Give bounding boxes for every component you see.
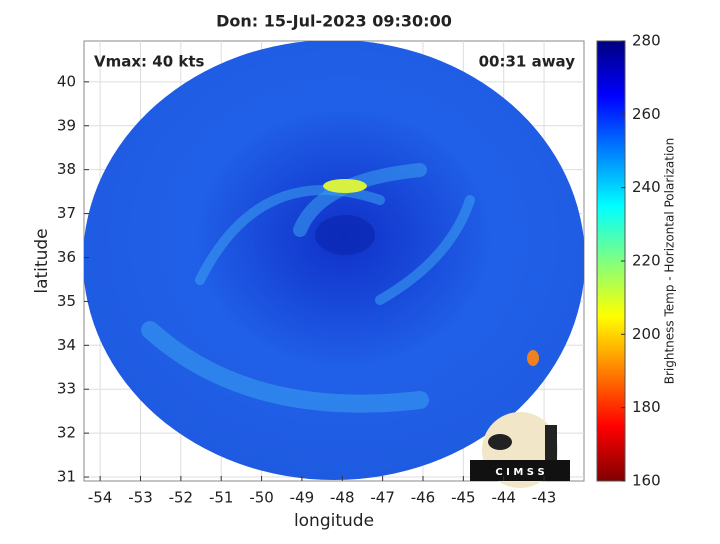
colorbar-tick-label: 160 bbox=[632, 472, 661, 490]
colorbar-label: Brightness Temp - Horizontal Polarizatio… bbox=[663, 138, 677, 385]
x-tick-label: -46 bbox=[411, 489, 436, 507]
y-tick-label: 39 bbox=[57, 116, 76, 134]
x-tick-label: -52 bbox=[169, 489, 194, 507]
y-tick-label: 32 bbox=[57, 424, 76, 442]
annotation: 00:31 away bbox=[479, 53, 576, 71]
x-tick-label: -50 bbox=[249, 489, 274, 507]
y-tick-label: 31 bbox=[57, 468, 76, 486]
x-tick-label: -43 bbox=[532, 489, 557, 507]
colorbar-tick-label: 280 bbox=[632, 32, 661, 50]
chart-title: Don: 15-Jul-2023 09:30:00 bbox=[216, 12, 452, 31]
x-tick-label: -54 bbox=[88, 489, 113, 507]
cloud-band bbox=[375, 195, 475, 305]
eye bbox=[315, 215, 375, 255]
logo: C I M S S bbox=[470, 412, 570, 488]
colorbar-tick-label: 240 bbox=[632, 178, 661, 196]
y-tick-label: 33 bbox=[57, 380, 76, 398]
x-tick-label: -51 bbox=[209, 489, 234, 507]
colorbar bbox=[596, 40, 626, 482]
warm-spot bbox=[527, 350, 539, 366]
cloud-band bbox=[141, 321, 429, 413]
warm-spot bbox=[323, 179, 367, 193]
colorbar-tick-label: 180 bbox=[632, 398, 661, 416]
x-tick-label: -47 bbox=[370, 489, 395, 507]
x-tick-label: -44 bbox=[491, 489, 516, 507]
y-tick-label: 40 bbox=[57, 72, 76, 90]
y-tick-label: 38 bbox=[57, 160, 76, 178]
y-tick-label: 35 bbox=[57, 292, 76, 310]
x-tick-label: -45 bbox=[451, 489, 476, 507]
x-axis-label: longitude bbox=[294, 511, 374, 531]
colorbar-tick-label: 200 bbox=[632, 325, 661, 343]
y-tick-label: 36 bbox=[57, 248, 76, 266]
colorbar-tick-label: 260 bbox=[632, 105, 661, 123]
x-tick-label: -53 bbox=[128, 489, 153, 507]
y-tick-label: 34 bbox=[57, 336, 76, 354]
y-tick-label: 37 bbox=[57, 204, 76, 222]
logo-text: C I M S S bbox=[495, 467, 544, 478]
annotation: Vmax: 40 kts bbox=[94, 53, 204, 71]
x-tick-label: -49 bbox=[290, 489, 315, 507]
colorbar-tick-label: 220 bbox=[632, 252, 661, 270]
x-tick-label: -48 bbox=[330, 489, 355, 507]
y-axis-label: latitude bbox=[32, 228, 52, 293]
